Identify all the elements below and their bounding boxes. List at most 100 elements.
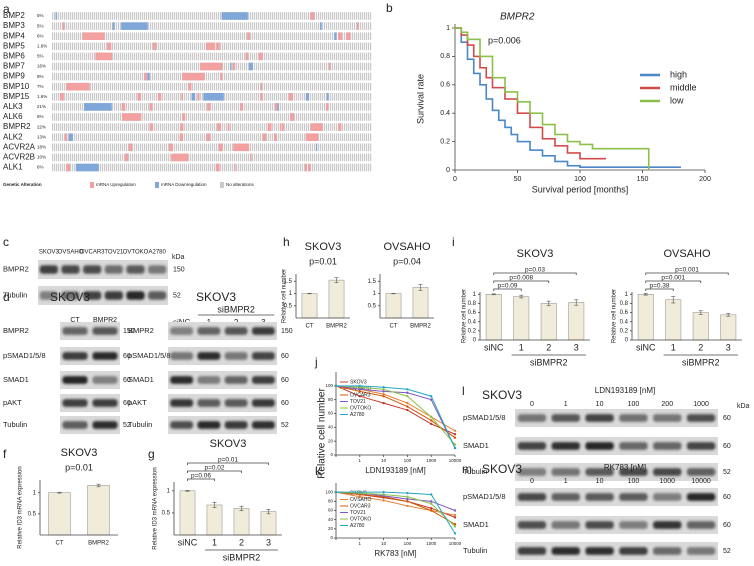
alteration — [217, 123, 222, 131]
alteration — [121, 103, 126, 111]
blot-kda: 150 — [173, 266, 185, 273]
y-tick-label: 1.5 — [368, 279, 377, 285]
significance-bracket — [645, 280, 702, 283]
blot-kda: 52 — [123, 422, 131, 429]
alteration — [308, 163, 311, 172]
blot-membrane — [60, 394, 120, 412]
dose-curve — [335, 491, 456, 525]
y-tick-label: 0.2 — [620, 328, 629, 334]
alteration-block — [221, 12, 248, 20]
alteration — [357, 22, 359, 30]
x-axis-label: RK783 [nM] — [374, 549, 416, 558]
lane-label: SKOV3 — [39, 250, 60, 256]
bar — [412, 287, 429, 319]
dose-point — [430, 398, 433, 401]
y-axis-label: Relative cell number — [317, 388, 328, 479]
dose-curve — [335, 385, 456, 439]
blot-band — [224, 327, 248, 335]
oncoprint-row — [52, 143, 372, 152]
bar — [540, 303, 557, 341]
bar — [637, 294, 654, 341]
y-tick-label: 40 — [328, 517, 334, 522]
y-tick-label: 0 — [446, 167, 450, 174]
legend-title: Genetic Alteration — [3, 182, 42, 187]
blot-kda: 60 — [281, 353, 289, 360]
blot-band — [619, 493, 648, 501]
blot-band — [653, 468, 682, 476]
alteration-block — [83, 103, 112, 111]
bar — [665, 299, 682, 341]
x-tick-label: 10000 — [449, 541, 462, 546]
blot-band — [170, 421, 194, 429]
y-tick-label: 1 — [33, 490, 37, 496]
blot-band — [224, 352, 248, 360]
x-tick-label: BMPR2 — [326, 324, 347, 330]
alteration-block — [121, 113, 142, 121]
dose-point — [430, 500, 433, 503]
y-tick-label: 1 — [473, 292, 477, 298]
blot-group: siBMPR2 — [217, 304, 255, 314]
bar — [568, 302, 585, 341]
alteration — [305, 93, 309, 101]
blot-band — [517, 547, 547, 555]
oncoprint-row — [52, 22, 372, 30]
blot-kda: 60 — [281, 377, 289, 384]
blot-row-label: BMPR2 — [3, 264, 29, 273]
blot-band — [61, 291, 80, 300]
error-bar — [212, 501, 217, 508]
bar — [328, 279, 345, 319]
blot-kda: 52 — [723, 469, 731, 476]
blot-band — [197, 376, 221, 384]
dose-point — [453, 525, 457, 528]
dose-point — [358, 490, 361, 494]
group-label: siBMPR2 — [223, 552, 261, 562]
x-axis-label: LDN193189 [nM] — [365, 466, 425, 475]
alteration — [68, 133, 73, 141]
gene-percent: 1.6% — [37, 94, 47, 99]
dose-point — [382, 499, 385, 502]
bar — [485, 294, 502, 341]
blot-kda: 52 — [723, 548, 731, 555]
y-axis-label: Relative ID3 mRNA expression — [18, 466, 24, 548]
blot-band — [551, 547, 580, 555]
y-tick-label: 1 — [625, 292, 629, 298]
legend-label: No alterations — [226, 182, 255, 187]
alteration — [319, 22, 322, 30]
bar — [179, 490, 196, 536]
blot-row-label: SMAD1 — [3, 375, 29, 384]
dose-point — [382, 493, 385, 496]
dose-point — [358, 390, 361, 393]
dose-point — [453, 433, 457, 436]
dose-point — [453, 429, 457, 432]
blot-band — [517, 521, 547, 529]
alteration — [191, 93, 196, 101]
alteration-block — [200, 62, 223, 71]
y-tick-label: 0.8 — [440, 53, 450, 60]
blot-row-label: Tubulin — [463, 546, 487, 555]
error-bar — [698, 310, 703, 315]
panel-letter: a — [3, 2, 10, 16]
blot-band — [62, 327, 88, 335]
blot-band — [686, 468, 716, 476]
blot-row-label: SMAD1 — [128, 375, 154, 384]
dose-point — [382, 388, 385, 391]
x-tick-label: 10 — [381, 541, 387, 546]
alteration — [338, 123, 342, 131]
alteration — [59, 93, 64, 101]
dose-point — [382, 395, 385, 398]
blot-unit: kDa — [172, 254, 185, 261]
dose-point — [406, 388, 409, 391]
lane-label: 0 — [530, 478, 534, 485]
blot-row-label: pSMAD1/5/8 — [128, 351, 171, 360]
dose-point — [430, 507, 433, 510]
panel-letter: f — [3, 447, 7, 461]
legend-label: low — [670, 95, 684, 105]
alteration — [262, 133, 267, 141]
y-tick-label: 0.4 — [620, 319, 629, 325]
x-tick-label: 50 — [514, 176, 522, 183]
p-value: p=0.38 — [649, 283, 669, 290]
x-tick-label: 1 — [359, 458, 362, 463]
bar — [301, 293, 318, 319]
alteration — [107, 42, 112, 51]
alteration — [288, 93, 294, 101]
